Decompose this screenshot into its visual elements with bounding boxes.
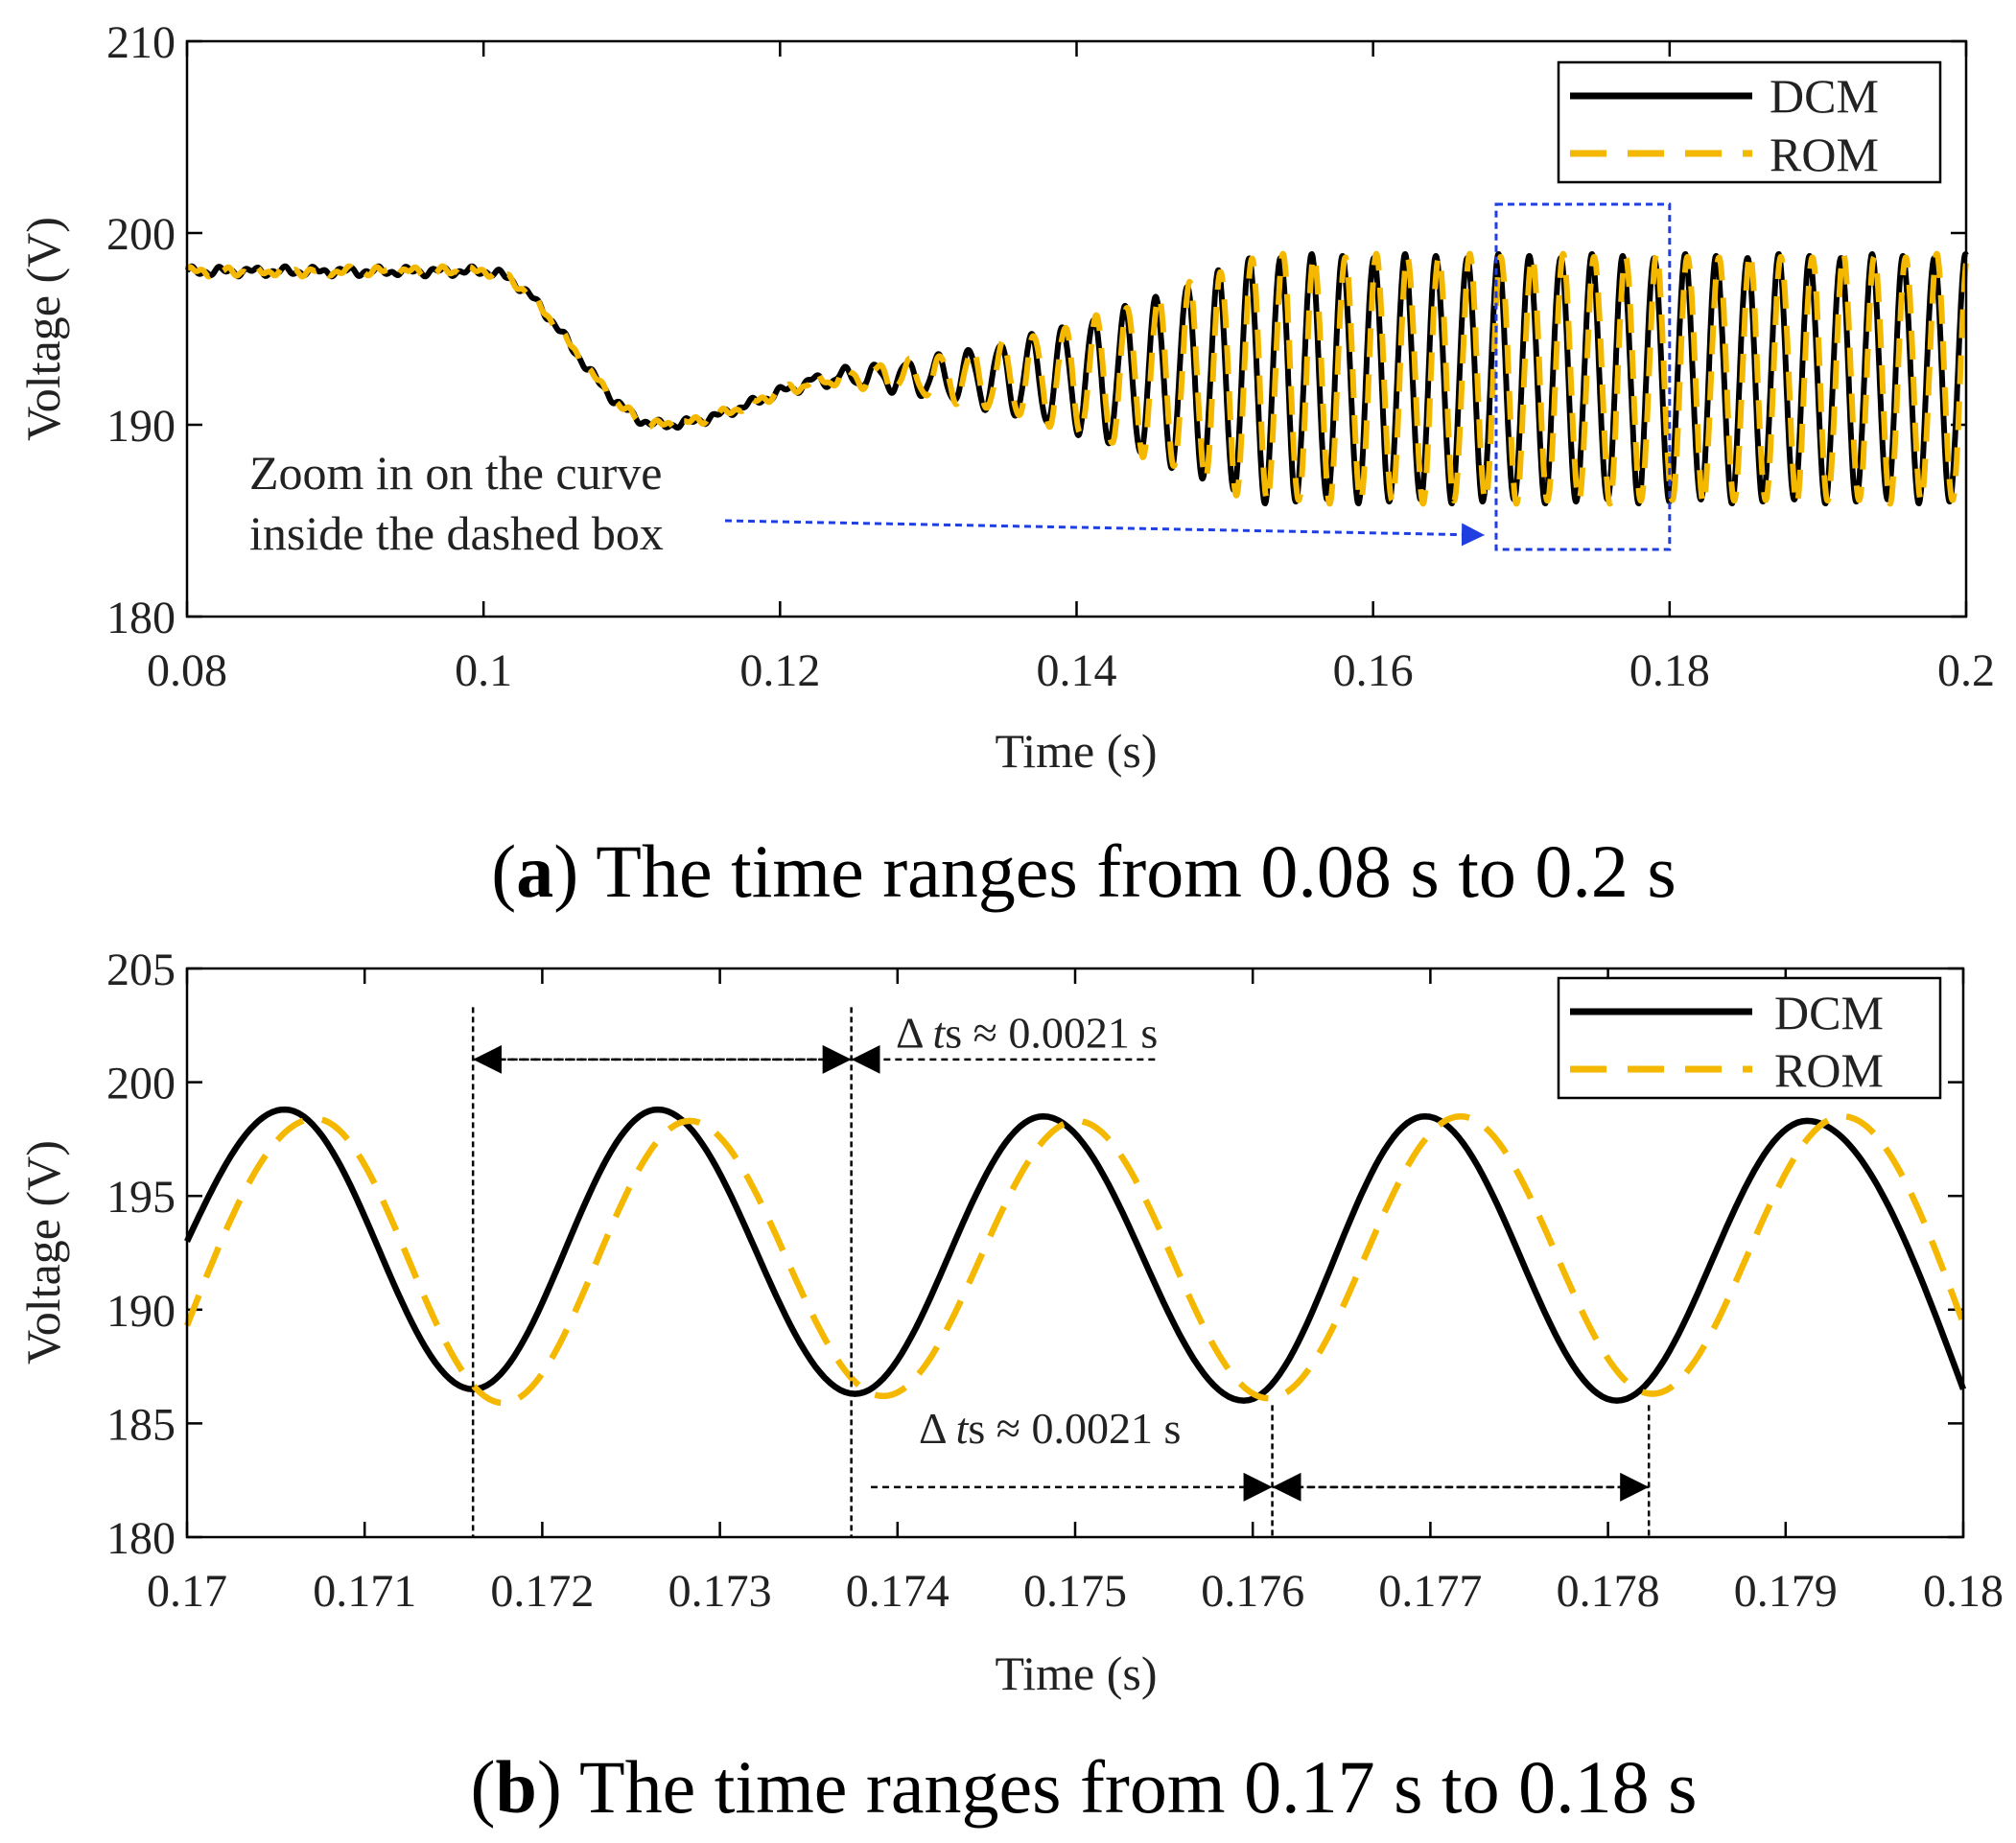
panel-b-legend: DCM ROM [1557, 976, 1942, 1100]
panel-a-ytick-label: 200 [106, 209, 176, 260]
legend-rom-label: ROM [1770, 128, 1879, 181]
panel-b-xtick-label: 0.177 [1378, 1566, 1482, 1617]
panel-a-series-rom-line [184, 250, 1969, 507]
panel-b-ytick-label: 205 [106, 945, 176, 995]
period-label-top-delta: Δ [896, 1008, 923, 1057]
zoom-annotation-line2: inside the dashed box [249, 506, 664, 560]
panel-b-ytick-label: 195 [106, 1172, 176, 1223]
panel-a-xtick-label: 0.12 [739, 645, 820, 696]
panel-a-xtick-label: 0.14 [1037, 645, 1117, 696]
period-label-bottom-t: t [956, 1404, 970, 1453]
caption-b-text: The time ranges from 0.17 s to 0.18 s [579, 1745, 1697, 1829]
panel-b-xtick-label: 0.176 [1201, 1566, 1304, 1617]
legend-dcm-label: DCM [1770, 69, 1879, 123]
panel-a-legend-box [1557, 60, 1942, 184]
panel-b-xtick-label: 0.171 [313, 1566, 416, 1617]
period-label-bottom-value: s ≈ 0.0021 s [968, 1404, 1181, 1453]
panel-b-legend-box [1557, 976, 1942, 1100]
panel-b-ytick-label: 180 [106, 1513, 176, 1564]
zoom-arrow [724, 519, 1486, 547]
panel-a: 0.08 0.1 0.12 0.14 0.16 0.18 0.2 180 190 200 210 T… [16, 17, 1995, 778]
panel-a-tick-labels: 0.08 0.1 0.12 0.14 0.16 0.18 0.2 180 190 200 210 [106, 17, 1995, 696]
panel-b-xtick-label: 0.175 [1023, 1566, 1127, 1617]
panel-a-plot-frame [185, 39, 1968, 618]
panel-b-annotations: Δ ts ≈ 0.0021 s Δ ts ≈ 0.0021 s [471, 1007, 1651, 1537]
panel-b-ylabel: Voltage (V) [16, 1140, 70, 1365]
panel-b-xtick-label: 0.179 [1734, 1566, 1838, 1617]
legend-b-rom-label: ROM [1774, 1043, 1884, 1097]
panel-b-tick-labels: 0.17 0.171 0.172 0.173 0.174 0.175 0.176 0.177 0… [106, 945, 2004, 1617]
panel-a-ylabel: Voltage (V) [16, 217, 70, 441]
panel-a-xtick-label: 0.08 [147, 645, 227, 696]
panel-b-xtick-label: 0.18 [1923, 1566, 2004, 1617]
period-label-top-t: t [932, 1008, 946, 1057]
panel-a-xtick-label: 0.1 [455, 645, 512, 696]
panel-a-legend: DCM ROM [1557, 60, 1942, 184]
panel-a-ytick-label: 210 [106, 17, 176, 68]
panel-b-xtick-label: 0.173 [668, 1566, 772, 1617]
panel-b: 0.17 0.171 0.172 0.173 0.174 0.175 0.176 0.177 0… [16, 945, 2004, 1700]
panel-a-ytick-label: 190 [106, 401, 176, 452]
period-label-bottom: Δ ts ≈ 0.0021 s [919, 1404, 1181, 1453]
zoom-annotation-line1: Zoom in on the curve [249, 446, 662, 500]
caption-b: (b) The time ranges from 0.17 s to 0.18 … [471, 1745, 1698, 1829]
panel-b-ytick-label: 200 [106, 1059, 176, 1109]
panel-a-xtick-label: 0.16 [1333, 645, 1414, 696]
panel-a-xtick-label: 0.18 [1629, 645, 1710, 696]
panel-a-xlabel: Time (s) [995, 724, 1157, 778]
caption-a-text: The time ranges from 0.08 s to 0.2 s [596, 829, 1676, 913]
panel-b-series-dcm-line [184, 1106, 1967, 1404]
panel-b-xtick-label: 0.17 [147, 1566, 227, 1617]
zoom-box [1494, 202, 1672, 551]
panel-b-plot-frame [185, 967, 1965, 1539]
panel-b-series [183, 1106, 1967, 1407]
panel-a-xtick-label: 0.2 [1937, 645, 1995, 696]
caption-a-letter: a [516, 829, 553, 913]
panel-b-ytick-label: 185 [106, 1399, 176, 1450]
panel-a-ytick-label: 180 [106, 593, 176, 643]
period-label-top: Δ ts ≈ 0.0021 s [896, 1008, 1158, 1057]
panel-b-xtick-label: 0.178 [1557, 1566, 1660, 1617]
period-label-bottom-delta: Δ [919, 1404, 946, 1453]
panel-b-xlabel: Time (s) [995, 1646, 1157, 1700]
panel-b-ytick-label: 190 [106, 1286, 176, 1337]
period-label-top-value: s ≈ 0.0021 s [945, 1008, 1158, 1057]
legend-b-dcm-label: DCM [1774, 986, 1884, 1039]
caption-b-letter: b [496, 1745, 537, 1829]
caption-a: (a) The time ranges from 0.08 s to 0.2 s [491, 829, 1676, 913]
panel-b-xtick-label: 0.174 [846, 1566, 949, 1617]
panel-a-series [184, 250, 1969, 507]
panel-b-xtick-label: 0.172 [490, 1566, 594, 1617]
panel-b-series-rom-line [183, 1112, 1967, 1407]
